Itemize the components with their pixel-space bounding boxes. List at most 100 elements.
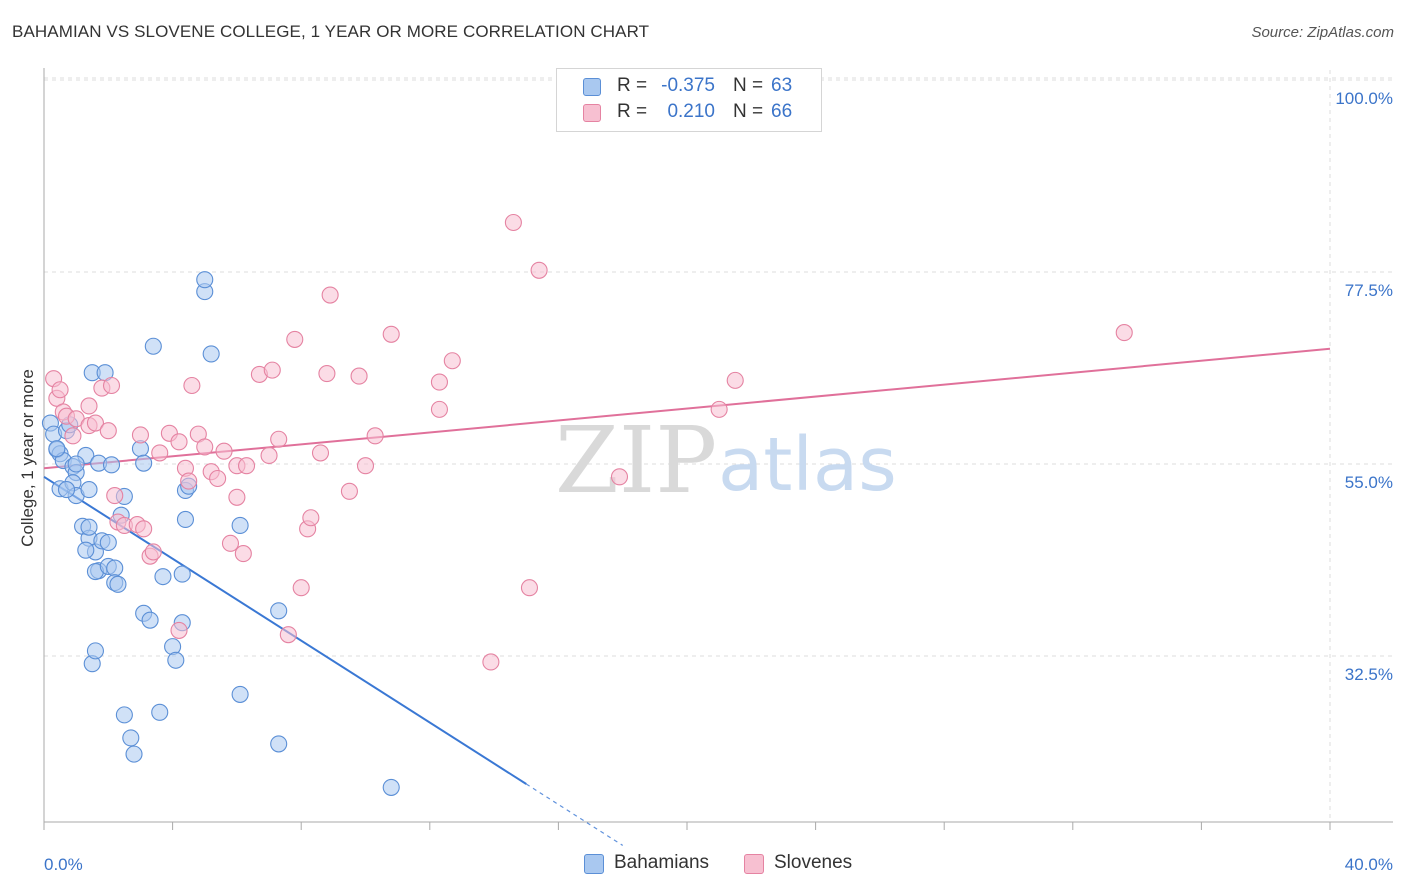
point-slovenes: [530, 261, 548, 279]
point-bahamians: [86, 642, 104, 660]
point-slovenes: [382, 325, 400, 343]
point-slovenes: [311, 444, 330, 462]
x-tick-labels: 0.0% 40.0%: [44, 855, 1393, 874]
point-slovenes: [366, 427, 384, 445]
point-slovenes: [102, 376, 121, 395]
data-points: [41, 213, 1133, 796]
point-bahamians: [122, 729, 140, 747]
point-slovenes: [260, 446, 278, 465]
y-tick-labels: 100.0% 77.5% 55.0% 32.5%: [1335, 89, 1393, 684]
point-slovenes: [279, 626, 297, 644]
point-slovenes: [270, 430, 288, 448]
point-slovenes: [321, 286, 339, 304]
axes: [43, 68, 1393, 830]
legend-r-label: R =: [617, 75, 648, 96]
point-slovenes: [430, 400, 448, 418]
point-bahamians: [125, 745, 143, 763]
point-slovenes: [209, 469, 227, 488]
point-slovenes: [170, 621, 188, 639]
watermark-zip: ZIP: [555, 407, 717, 514]
point-slovenes: [86, 414, 104, 432]
y-tick-label: 100.0%: [1335, 89, 1393, 108]
point-bahamians: [176, 510, 195, 529]
point-slovenes: [237, 457, 256, 475]
point-slovenes: [144, 543, 162, 561]
point-slovenes: [64, 427, 82, 445]
point-bahamians: [144, 337, 162, 355]
point-bahamians: [67, 455, 85, 473]
point-slovenes: [286, 330, 304, 348]
source-label: Source: ZipAtlas.com: [1251, 24, 1394, 41]
point-slovenes: [170, 433, 188, 451]
point-slovenes: [350, 367, 368, 385]
point-bahamians: [382, 778, 400, 796]
point-slovenes: [318, 364, 336, 383]
point-bahamians: [115, 706, 133, 724]
point-slovenes: [292, 579, 310, 597]
legend-n-label: N =: [733, 75, 764, 96]
point-slovenes: [302, 509, 320, 527]
y-tick-label: 77.5%: [1345, 281, 1393, 300]
point-bahamians: [173, 565, 191, 583]
x-tick-label: 40.0%: [1345, 855, 1393, 874]
point-bahamians: [231, 516, 249, 534]
legend-r-label: R =: [617, 101, 648, 122]
point-slovenes: [520, 579, 539, 597]
point-slovenes: [151, 444, 169, 462]
point-slovenes: [131, 426, 149, 444]
point-bahamians: [80, 518, 98, 536]
point-bahamians: [270, 602, 288, 620]
point-bahamians: [109, 575, 127, 593]
legend-r-value: 0.210: [667, 101, 715, 122]
trend-line-extension-bahamians: [525, 783, 624, 846]
point-bahamians: [99, 533, 117, 552]
point-bahamians: [270, 735, 288, 753]
point-slovenes: [228, 488, 246, 506]
point-slovenes: [183, 376, 201, 395]
legend-swatch-slovenes: [583, 104, 601, 122]
point-bahamians: [135, 454, 153, 472]
point-slovenes: [106, 487, 124, 505]
y-tick-label: 32.5%: [1345, 665, 1393, 684]
chart-title: BAHAMIAN VS SLOVENE COLLEGE, 1 YEAR OR M…: [12, 22, 650, 41]
trend-line-slovenes: [43, 347, 1331, 470]
point-bahamians: [231, 685, 249, 703]
point-slovenes: [356, 457, 375, 475]
point-slovenes: [610, 468, 629, 486]
point-bahamians: [151, 703, 169, 721]
legend-n-value: 63: [771, 75, 793, 96]
legend-swatch-bahamians: [583, 78, 601, 96]
point-slovenes: [215, 442, 233, 460]
legend: R = -0.375 N = 63 R = 0.210 N = 66: [556, 68, 822, 132]
point-slovenes: [180, 472, 198, 490]
point-slovenes: [482, 653, 500, 671]
point-slovenes: [340, 482, 358, 500]
point-bahamians: [202, 345, 220, 363]
point-slovenes: [80, 397, 98, 415]
point-bahamians: [167, 651, 185, 669]
point-bahamians: [141, 611, 159, 629]
point-slovenes: [196, 438, 214, 456]
point-slovenes: [504, 213, 522, 232]
point-slovenes: [443, 352, 461, 370]
point-slovenes: [51, 381, 69, 399]
legend-r-value: -0.375: [661, 75, 715, 96]
point-slovenes: [263, 361, 281, 379]
point-slovenes: [710, 400, 728, 418]
bottom-legend-label-slovenes: Slovenes: [774, 852, 853, 873]
legend-n-value: 66: [771, 101, 793, 122]
point-bahamians: [77, 541, 95, 559]
point-bahamians: [80, 481, 98, 499]
x-tick-label: 0.0%: [44, 855, 83, 874]
point-slovenes: [99, 422, 117, 440]
point-slovenes: [221, 534, 240, 552]
point-bahamians: [57, 481, 76, 499]
point-bahamians: [196, 271, 214, 289]
legend-n-label: N =: [733, 101, 764, 122]
point-slovenes: [1115, 324, 1133, 342]
point-slovenes: [135, 520, 153, 538]
bottom-legend-swatch-slovenes: [744, 854, 764, 874]
point-bahamians: [106, 559, 124, 577]
point-slovenes: [726, 371, 744, 389]
